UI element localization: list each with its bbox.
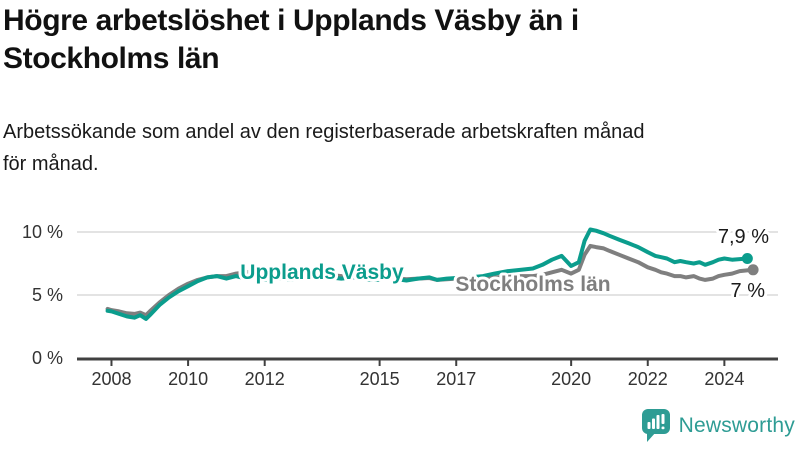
- chart-subtitle: Arbetssökande som andel av den registerb…: [3, 121, 645, 175]
- x-tick-label-2012: 2012: [245, 369, 285, 389]
- x-tick-label-2015: 2015: [360, 369, 400, 389]
- x-tick-label-2022: 2022: [628, 369, 668, 389]
- newsworthy-wordmark: Newsworthy: [678, 414, 795, 437]
- x-tick-label-2020: 2020: [551, 369, 591, 389]
- end-dot-upplands-vasby: [741, 252, 753, 264]
- x-tick-label-2017: 2017: [436, 369, 476, 389]
- end-value-label-stockholms-lan: 7 %: [731, 280, 766, 302]
- line-chart-svg: Upplands Väsby Stockholms län 7,9 % 7 % 2008…: [22, 222, 778, 389]
- series-line-upplands-vasby: [105, 227, 750, 321]
- x-tick-label-2024: 2024: [704, 369, 744, 389]
- series-label-upplands-vasby: Upplands Väsby: [240, 261, 404, 284]
- x-tick-label-2008: 2008: [91, 369, 131, 389]
- newsworthy-icon: [641, 409, 670, 442]
- series-label-stockholms-lan: Stockholms län: [455, 273, 610, 296]
- newsworthy-logo: Newsworthy: [641, 408, 795, 444]
- end-value-label-upplands-vasby: 7,9 %: [718, 226, 769, 248]
- y-tick-label-5-percent: 5 %: [32, 285, 63, 305]
- y-tick-label-0-percent: 0 %: [32, 348, 63, 368]
- end-dot-stockholms-lan: [747, 264, 759, 276]
- page-title: Högre arbetslöshet i Upplands Väsby än i…: [3, 4, 579, 76]
- y-tick-label-10-percent: 10 %: [22, 222, 63, 242]
- x-tick-label-2010: 2010: [168, 369, 208, 389]
- unemployment-line-chart: Upplands Väsby Stockholms län 7,9 % 7 % 2008…: [0, 200, 800, 450]
